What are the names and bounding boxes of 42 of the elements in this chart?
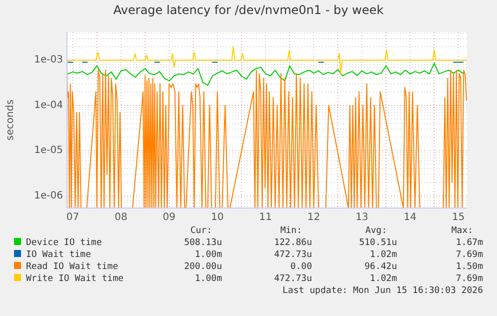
legend-label: Read IO Wait time: [26, 262, 118, 272]
text: 7.69m: [456, 274, 483, 284]
text: 508.13u: [184, 238, 222, 248]
text: 200.00u: [184, 262, 222, 272]
text: 1.00m: [194, 250, 222, 260]
text: Min:: [280, 226, 302, 236]
legend-label: Write IO Wait time: [26, 274, 124, 284]
text: 1.50m: [456, 262, 483, 272]
text: 122.86u: [274, 238, 312, 248]
x-tick-label: 07: [66, 212, 80, 223]
x-tick-label: 09: [162, 212, 176, 223]
line-series: [67, 46, 467, 74]
y-tick-label: 1e-05: [34, 145, 63, 156]
text: 1.02m: [370, 274, 397, 284]
x-tick-label: 12: [307, 212, 320, 223]
x-tick-label: 14: [404, 212, 416, 223]
text: 0.00: [290, 262, 312, 272]
x-tick-label: 15: [452, 212, 465, 223]
text: 1.00m: [194, 274, 222, 284]
text: 510.51u: [359, 238, 397, 248]
text: 1.67m: [456, 238, 483, 248]
text: Last update: Mon Jun 15 16:30:03 2026: [282, 286, 483, 296]
line-series: [67, 62, 464, 86]
y-tick-label: 1e-06: [34, 190, 63, 202]
legend-label: Device IO time: [26, 238, 102, 248]
x-tick-label: 13: [356, 212, 368, 223]
text: Max:: [451, 226, 473, 236]
y-tick-label: 1e-04: [34, 100, 63, 111]
text: 472.73u: [274, 250, 312, 260]
x-tick-label: 08: [114, 212, 128, 223]
x-tick-label: 10: [210, 212, 224, 223]
text: 96.42u: [364, 262, 397, 272]
text: 1.02m: [370, 250, 397, 260]
y-axis-title: seconds: [5, 100, 16, 140]
x-tick-label: 11: [259, 212, 272, 223]
text: 7.69m: [456, 250, 483, 260]
text: Cur:: [190, 226, 212, 236]
chart-title: Average latency for /dev/nvme0n1 - by week: [113, 3, 384, 17]
legend-label: IO Wait time: [26, 250, 92, 260]
y-tick-label: 1e-03: [34, 54, 63, 66]
text: Avg:: [365, 226, 387, 236]
text: 472.73u: [274, 274, 312, 284]
